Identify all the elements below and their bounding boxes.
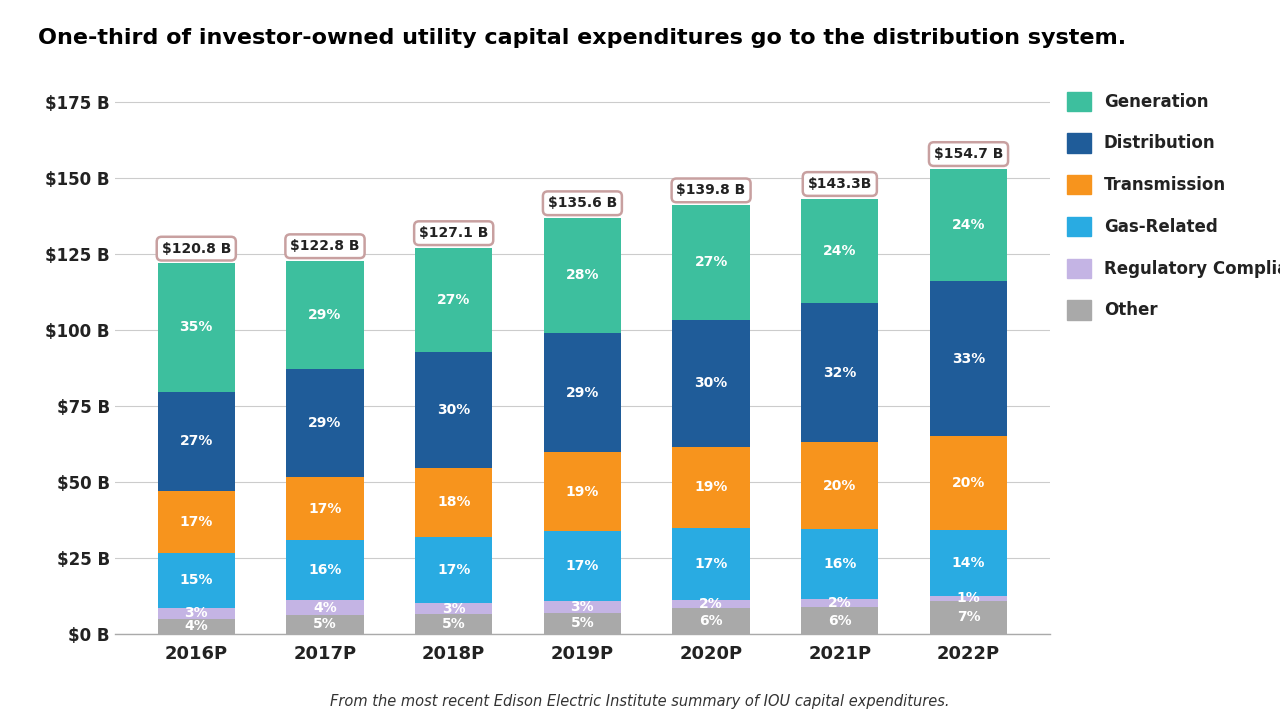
Bar: [672, 205, 750, 320]
Bar: [287, 615, 364, 634]
Bar: [672, 608, 750, 634]
Text: 3%: 3%: [184, 606, 209, 621]
Bar: [544, 333, 621, 452]
Bar: [544, 600, 621, 613]
Text: 35%: 35%: [179, 320, 212, 334]
Text: 19%: 19%: [566, 485, 599, 498]
Text: 33%: 33%: [952, 352, 986, 366]
Text: $139.8 B: $139.8 B: [677, 184, 746, 197]
Bar: [801, 529, 878, 599]
Bar: [544, 613, 621, 634]
Bar: [929, 282, 1007, 436]
Text: 20%: 20%: [952, 477, 986, 490]
Bar: [672, 320, 750, 447]
Text: 20%: 20%: [823, 479, 856, 492]
Text: 30%: 30%: [436, 402, 470, 417]
Text: From the most recent Edison Electric Institute summary of IOU capital expenditur: From the most recent Edison Electric Ins…: [330, 694, 950, 709]
Bar: [157, 490, 236, 553]
Bar: [415, 248, 493, 352]
Text: 29%: 29%: [308, 308, 342, 322]
Bar: [287, 541, 364, 600]
Bar: [544, 452, 621, 531]
Text: 19%: 19%: [695, 480, 728, 494]
Bar: [544, 218, 621, 333]
Text: 18%: 18%: [436, 495, 471, 510]
Text: 28%: 28%: [566, 269, 599, 282]
Bar: [287, 261, 364, 369]
Text: 14%: 14%: [952, 556, 986, 570]
Text: 3%: 3%: [442, 601, 466, 616]
Bar: [929, 596, 1007, 600]
Text: 30%: 30%: [695, 377, 728, 390]
Text: 27%: 27%: [436, 293, 470, 307]
Text: 17%: 17%: [695, 557, 728, 570]
Text: 4%: 4%: [184, 619, 209, 634]
Bar: [287, 600, 364, 615]
Bar: [801, 608, 878, 634]
Bar: [672, 447, 750, 528]
Text: 24%: 24%: [952, 218, 986, 232]
Text: $135.6 B: $135.6 B: [548, 197, 617, 210]
Bar: [157, 392, 236, 490]
Text: 17%: 17%: [436, 563, 470, 577]
Text: 29%: 29%: [308, 416, 342, 430]
Legend: Generation, Distribution, Transmission, Gas-Related, Regulatory Compliance, Othe: Generation, Distribution, Transmission, …: [1068, 91, 1280, 320]
Bar: [801, 303, 878, 442]
Text: 15%: 15%: [179, 573, 212, 588]
Bar: [415, 603, 493, 614]
Text: 17%: 17%: [566, 559, 599, 572]
Text: 3%: 3%: [571, 600, 594, 614]
Text: 2%: 2%: [828, 596, 851, 610]
Text: 5%: 5%: [571, 616, 594, 630]
Text: 6%: 6%: [699, 614, 723, 628]
Text: 4%: 4%: [314, 600, 337, 614]
Text: 27%: 27%: [179, 434, 212, 448]
Bar: [672, 600, 750, 608]
Bar: [415, 537, 493, 603]
Text: 29%: 29%: [566, 386, 599, 400]
Bar: [157, 264, 236, 392]
Text: 6%: 6%: [828, 613, 851, 628]
Text: $122.8 B: $122.8 B: [291, 239, 360, 253]
Bar: [672, 528, 750, 600]
Text: 16%: 16%: [308, 563, 342, 577]
Text: 1%: 1%: [956, 591, 980, 606]
Text: 24%: 24%: [823, 244, 856, 258]
Bar: [157, 619, 236, 634]
Bar: [287, 369, 364, 477]
Bar: [544, 531, 621, 600]
Text: 17%: 17%: [179, 515, 212, 528]
Bar: [415, 468, 493, 537]
Text: $154.7 B: $154.7 B: [934, 147, 1004, 161]
Text: 5%: 5%: [442, 617, 466, 631]
Bar: [801, 599, 878, 608]
Text: 2%: 2%: [699, 597, 723, 611]
Bar: [929, 600, 1007, 634]
Text: $143.3B: $143.3B: [808, 177, 872, 191]
Bar: [157, 553, 236, 608]
Bar: [929, 531, 1007, 596]
Text: 5%: 5%: [314, 617, 337, 631]
Bar: [929, 168, 1007, 282]
Bar: [157, 608, 236, 619]
Text: 16%: 16%: [823, 557, 856, 571]
Bar: [287, 477, 364, 541]
Title: One-third of investor-owned utility capital expenditures go to the distribution : One-third of investor-owned utility capi…: [38, 28, 1126, 48]
Text: 17%: 17%: [308, 502, 342, 516]
Text: 32%: 32%: [823, 366, 856, 379]
Text: 27%: 27%: [695, 256, 728, 269]
Text: 7%: 7%: [956, 610, 980, 624]
Bar: [415, 352, 493, 468]
Text: $127.1 B: $127.1 B: [419, 226, 489, 240]
Bar: [801, 442, 878, 529]
Bar: [929, 436, 1007, 531]
Bar: [801, 199, 878, 303]
Bar: [415, 614, 493, 634]
Text: $120.8 B: $120.8 B: [161, 242, 230, 256]
